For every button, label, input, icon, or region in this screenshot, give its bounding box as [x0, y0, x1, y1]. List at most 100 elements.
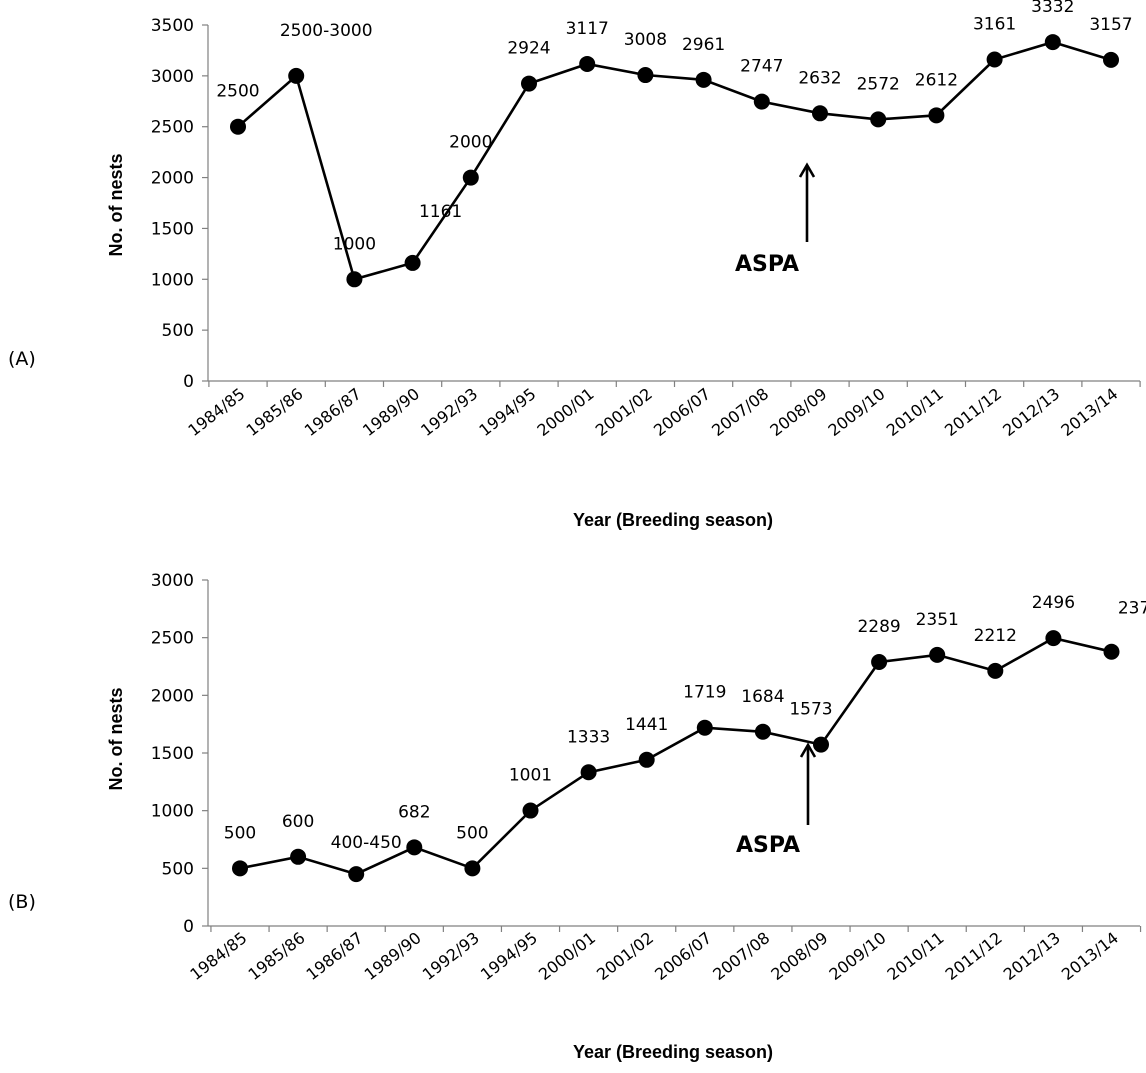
x-axis-title: Year (Breeding season) — [573, 510, 773, 530]
y-tick-label: 2500 — [151, 118, 194, 138]
data-point — [695, 71, 712, 88]
x-tick-label: 2012/13 — [999, 384, 1063, 440]
x-tick-label: 2007/08 — [708, 384, 772, 440]
data-label: 2500 — [216, 82, 259, 102]
y-tick-label: 2000 — [151, 686, 194, 706]
y-tick-label: 500 — [162, 321, 194, 341]
y-tick-label: 3500 — [151, 16, 194, 36]
data-label: 500 — [456, 823, 488, 843]
data-point — [579, 55, 596, 72]
aspa-annotation: ASPA — [735, 252, 799, 277]
data-point — [754, 723, 771, 740]
x-tick-label: 2007/08 — [709, 928, 773, 984]
series-line — [237, 40, 1112, 281]
data-point — [290, 848, 307, 865]
x-tick-label: 1994/95 — [477, 928, 541, 984]
data-point — [696, 719, 713, 736]
data-label: 500 — [224, 823, 256, 843]
data-label: 2632 — [798, 68, 841, 88]
y-tick-label: 1500 — [151, 219, 194, 239]
x-tick-label: 1989/90 — [359, 384, 423, 440]
data-label: 682 — [398, 802, 430, 822]
x-tick-label: 1994/95 — [475, 384, 539, 440]
data-point — [462, 169, 479, 186]
data-label: 2500-3000 — [280, 21, 373, 41]
data-point — [580, 764, 597, 781]
data-label: 3332 — [1031, 0, 1074, 17]
x-tick-label: 2006/07 — [650, 384, 714, 440]
chart-panel-a: (A)05001000150020002500300035001984/8519… — [8, 0, 1141, 530]
data-point — [986, 51, 1003, 68]
data-point — [753, 93, 770, 110]
data-label: 2378 — [1118, 599, 1146, 619]
x-tick-label: 1985/86 — [243, 384, 307, 440]
x-tick-label: 2010/11 — [884, 928, 948, 984]
x-tick-label: 1985/86 — [244, 928, 308, 984]
x-tick-label: 2013/14 — [1058, 928, 1122, 984]
x-tick-label: 2008/09 — [766, 384, 830, 440]
data-point — [406, 839, 423, 856]
data-point — [522, 802, 539, 819]
series-line — [239, 636, 1112, 876]
data-label: 1333 — [567, 727, 610, 747]
x-tick-label: 2008/09 — [767, 928, 831, 984]
data-label: 1684 — [741, 687, 784, 707]
y-axis-title: No. of nests — [106, 153, 126, 256]
x-tick-label: 2001/02 — [592, 384, 656, 440]
chart-panel-b: (B) 0 500 1000 1500 2000 2500 3000 1984/851985/8… — [8, 571, 1146, 1062]
x-tick-label: 1986/87 — [303, 928, 367, 984]
y-tick-label: 2500 — [151, 629, 194, 649]
y-tick-label: 3000 — [151, 571, 194, 591]
data-point — [1103, 643, 1120, 660]
panel-label: (B) — [8, 891, 36, 913]
data-point — [464, 860, 481, 877]
data-label: 2212 — [974, 626, 1017, 646]
x-tick-label: 1986/87 — [301, 384, 365, 440]
y-tick-label: 500 — [162, 859, 194, 879]
x-tick-label: 2013/14 — [1057, 384, 1121, 440]
data-point — [812, 105, 828, 122]
x-tick-label: 2010/11 — [883, 384, 947, 440]
x-tick-label: 2009/10 — [825, 384, 889, 440]
data-label: 2747 — [740, 57, 783, 77]
data-label: 1719 — [683, 683, 726, 703]
data-point — [987, 662, 1004, 679]
x-tick-label: 1989/90 — [361, 928, 425, 984]
data-point — [1103, 51, 1119, 68]
y-tick-label: 0 — [183, 372, 194, 392]
data-label: 3157 — [1089, 15, 1132, 35]
y-tick-label: 3000 — [151, 67, 194, 87]
data-label: 2924 — [507, 39, 550, 59]
data-label: 3161 — [973, 14, 1016, 34]
x-tick-label: 1992/93 — [419, 928, 483, 984]
y-tick-label: 1500 — [151, 744, 194, 764]
data-label: 1000 — [333, 234, 376, 254]
data-point — [929, 646, 946, 663]
data-point — [288, 67, 305, 84]
data-label: 3008 — [624, 30, 667, 50]
data-point — [521, 75, 537, 92]
data-label: 2496 — [1032, 593, 1075, 613]
data-label: 400-450 — [331, 833, 402, 853]
x-tick-label: 2011/12 — [941, 384, 1005, 440]
x-tick-label: 2009/10 — [825, 928, 889, 984]
data-point — [638, 751, 655, 768]
aspa-annotation: ASPA — [736, 833, 800, 858]
x-tick-label: 2000/01 — [534, 384, 598, 440]
x-tick-label: 2006/07 — [651, 928, 715, 984]
data-point — [1044, 34, 1061, 51]
x-axis-title: Year (Breeding season) — [573, 1042, 773, 1062]
x-tick-label: 1984/85 — [186, 928, 250, 984]
x-tick-label: 2012/13 — [1000, 928, 1064, 984]
data-label: 2000 — [449, 133, 492, 153]
data-point — [232, 860, 248, 877]
data-label: 2961 — [682, 35, 725, 55]
x-tick-label: 2011/12 — [942, 928, 1006, 984]
y-tick-label: 2000 — [151, 169, 194, 189]
data-label: 2572 — [857, 74, 900, 94]
y-tick-label: 1000 — [151, 802, 194, 822]
data-point — [928, 107, 945, 124]
x-tick-label: 2001/02 — [593, 928, 657, 984]
aspa-arrow-head — [798, 162, 816, 178]
aspa-arrow-head — [799, 742, 817, 758]
